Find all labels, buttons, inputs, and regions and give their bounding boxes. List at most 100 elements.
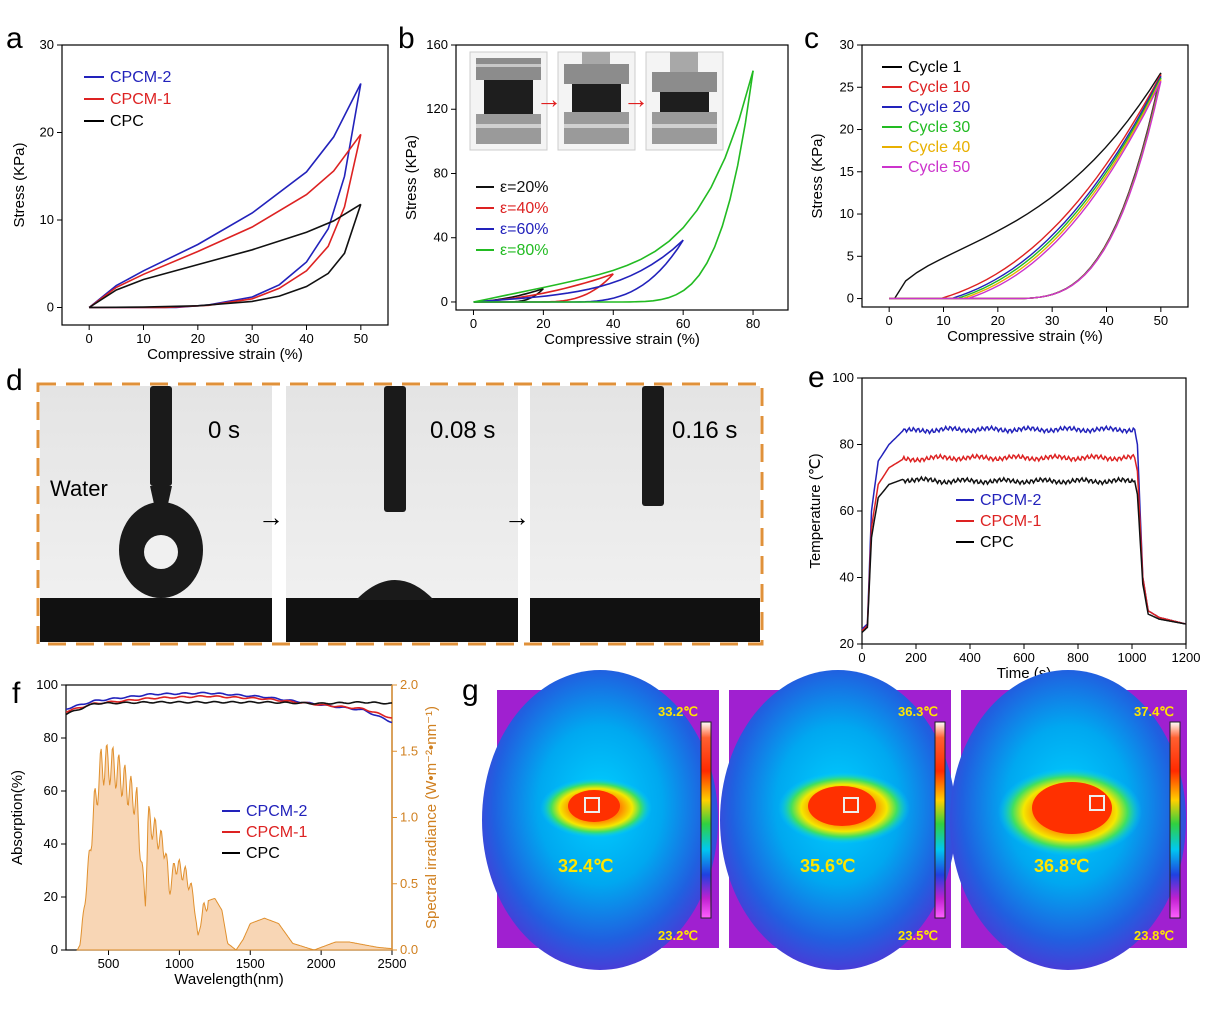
panel-label-d: d xyxy=(6,364,23,397)
unloading-curve xyxy=(940,74,1162,300)
unloading-curve xyxy=(968,81,1162,300)
y-tick-label: 10 xyxy=(840,206,854,221)
x-tick-label: 600 xyxy=(1013,650,1035,665)
panel-d-water-contact: Water 0 s → 0.08 s → 0.16 s xyxy=(36,382,764,646)
y2-tick-label: 1.0 xyxy=(400,810,418,825)
panel-g-thermal: 33.2℃ 23.2℃ 32.4℃ 36.3℃ 23.5℃ 35.6℃ 37.4… xyxy=(482,670,1187,970)
plot-frame xyxy=(861,377,1187,645)
legend-label: Cycle 40 xyxy=(908,139,970,156)
legend-label: ε=40% xyxy=(500,200,549,217)
legend-label: Cycle 10 xyxy=(908,79,970,96)
chart-b: 0 20 40 60 80 0 40 80 120 160 Compressive strain (… xyxy=(403,37,789,348)
x-tick-label: 60 xyxy=(676,316,690,331)
legend-label: ε=80% xyxy=(500,242,549,259)
y-tick-label: 40 xyxy=(434,230,448,245)
y-tick-label: 100 xyxy=(36,677,58,692)
plot-frame xyxy=(861,44,1189,308)
y-tick-label: 20 xyxy=(44,889,58,904)
x-tick-label: 800 xyxy=(1067,650,1089,665)
legend-label: CPCM-2 xyxy=(980,492,1041,509)
x-tick-label: 80 xyxy=(746,316,760,331)
liquid-label: Water xyxy=(50,476,108,501)
y-tick-label: 25 xyxy=(840,79,854,94)
x-axis-label: Wavelength(nm) xyxy=(174,971,283,988)
y-tick-label: 30 xyxy=(40,37,54,52)
panel-b-compression-photos: → → xyxy=(469,51,724,151)
frame-0s: Water 0 s xyxy=(40,386,272,642)
thermal-image-2: 36.3℃ 23.5℃ 35.6℃ xyxy=(720,670,956,970)
legend-label: Cycle 30 xyxy=(908,119,970,136)
plot-frame xyxy=(455,44,789,311)
x-tick-label: 10 xyxy=(936,313,950,328)
y2-axis-label: Spectral irradiance (W•m⁻²•nm⁻¹) xyxy=(423,706,440,929)
legend-label: CPC xyxy=(110,113,144,130)
loading-curve xyxy=(962,79,1162,300)
x-tick-label: 40 xyxy=(1099,313,1113,328)
y-tick-label: 15 xyxy=(840,164,854,179)
y-tick-label: 30 xyxy=(840,37,854,52)
y2-tick-label: 0.5 xyxy=(400,876,418,891)
legend-label: CPCM-2 xyxy=(246,803,307,820)
photo-compression-1 xyxy=(469,51,548,151)
legend-label: ε=20% xyxy=(500,179,549,196)
x-axis-label: Compressive strain (%) xyxy=(544,331,700,348)
time-label-0: 0 s xyxy=(208,417,240,444)
loading-curve xyxy=(88,133,362,309)
loading-curve xyxy=(473,239,684,303)
x-tick-label: 30 xyxy=(245,331,259,346)
y-axis-label: Stress (KPa) xyxy=(11,142,28,227)
frame-008s: 0.08 s xyxy=(286,386,518,642)
legend-label: CPCM-1 xyxy=(110,91,171,108)
arrow-red-2: → xyxy=(623,84,649,114)
loading-curve xyxy=(956,77,1162,300)
unloading-curve xyxy=(473,70,754,303)
loading-curve xyxy=(940,74,1162,300)
legend-label: CPCM-1 xyxy=(246,824,307,841)
legend-label: Cycle 1 xyxy=(908,59,961,76)
loading-curve xyxy=(967,80,1162,300)
legend-label: CPC xyxy=(246,845,280,862)
x-tick-label: 30 xyxy=(1045,313,1059,328)
panel-label-g: g xyxy=(462,674,479,707)
legend-label: ε=60% xyxy=(500,221,549,238)
temperature-curve xyxy=(861,424,1187,630)
y-tick-label: 0 xyxy=(47,300,54,315)
y-tick-label: 60 xyxy=(840,503,854,518)
x-tick-label: 1500 xyxy=(236,956,265,971)
plot-frame xyxy=(61,44,389,326)
thermal-image-3: 37.4℃ 23.8℃ 36.8℃ xyxy=(950,670,1187,970)
y-tick-label: 20 xyxy=(840,122,854,137)
x-tick-label: 1000 xyxy=(1118,650,1147,665)
legend-label: CPCM-1 xyxy=(980,513,1041,530)
dashed-frame xyxy=(36,382,764,646)
legend-label: Cycle 20 xyxy=(908,99,970,116)
y-tick-label: 60 xyxy=(44,783,58,798)
arrow-black-2: → xyxy=(504,502,530,532)
x-tick-label: 0 xyxy=(86,331,93,346)
thermal-1-min: 23.2℃ xyxy=(658,928,698,943)
arrow-black-1: → xyxy=(258,502,284,532)
thermal-image-1: 33.2℃ 23.2℃ 32.4℃ xyxy=(482,670,719,970)
time-label-2: 0.16 s xyxy=(672,417,737,444)
thermal-2-center: 35.6℃ xyxy=(800,856,855,876)
absorption-curve xyxy=(65,700,393,716)
x-tick-label: 20 xyxy=(536,316,550,331)
x-tick-label: 20 xyxy=(991,313,1005,328)
panel-label-a: a xyxy=(6,22,23,55)
panel-label-f: f xyxy=(12,677,21,710)
x-tick-label: 40 xyxy=(606,316,620,331)
y-tick-label: 80 xyxy=(44,730,58,745)
photo-compression-2 xyxy=(557,51,636,151)
legend-label: Cycle 50 xyxy=(908,159,970,176)
y2-tick-label: 0.0 xyxy=(400,942,418,957)
y2-tick-label: 1.5 xyxy=(400,743,418,758)
y-tick-label: 10 xyxy=(40,212,54,227)
panel-label-e: e xyxy=(808,361,825,394)
panel-label-c: c xyxy=(804,22,819,55)
x-tick-label: 200 xyxy=(905,650,927,665)
y-tick-label: 20 xyxy=(840,636,854,651)
arrow-red-1: → xyxy=(536,84,562,114)
y-tick-label: 80 xyxy=(434,165,448,180)
